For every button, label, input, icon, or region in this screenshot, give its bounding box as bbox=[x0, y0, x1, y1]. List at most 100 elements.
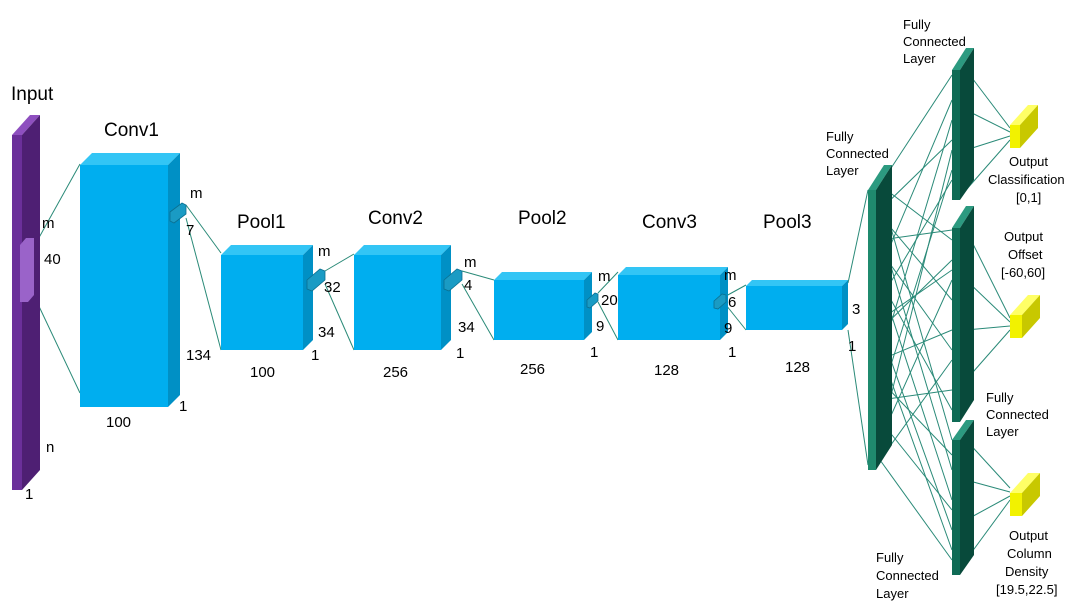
fc-top-line3: Layer bbox=[903, 51, 936, 66]
fc-mid-side bbox=[960, 206, 974, 422]
conv3-title: Conv3 bbox=[642, 212, 697, 233]
pool2-height-label: 9 bbox=[596, 318, 604, 335]
pool3-depth-label: 1 bbox=[848, 338, 856, 355]
conv3-front bbox=[618, 275, 720, 340]
output-density-block bbox=[1010, 473, 1040, 516]
pool2-depth-label: 1 bbox=[590, 344, 598, 361]
fc-bottom-line1: Fully bbox=[876, 550, 904, 565]
fc-mid-line3: Layer bbox=[986, 424, 1019, 439]
pool1-front bbox=[221, 255, 303, 350]
conv1-height-label: 134 bbox=[186, 347, 211, 364]
fc-bottom-line3: Layer bbox=[876, 586, 909, 601]
fc-bottom-front bbox=[952, 440, 960, 575]
conv3-top bbox=[618, 267, 728, 275]
pool3-block bbox=[746, 280, 848, 330]
conv1-front bbox=[80, 165, 168, 407]
conv3-height-label: 9 bbox=[724, 320, 732, 337]
pool1-top bbox=[221, 245, 313, 255]
conv2-width-label: 256 bbox=[383, 364, 408, 381]
output-classification-line2: Classification bbox=[988, 172, 1065, 187]
conv2-depth-label: 1 bbox=[456, 345, 464, 362]
output-classification-block bbox=[1010, 105, 1038, 148]
conv2-front bbox=[354, 255, 441, 350]
conv3-kernel-size-label: 6 bbox=[728, 294, 736, 311]
output-offset-line3: [-60,60] bbox=[1001, 265, 1045, 280]
input-m-label: m bbox=[42, 215, 55, 232]
conv1-side bbox=[168, 153, 180, 407]
output-density-line2: Column bbox=[1007, 546, 1052, 561]
pool2-kernel-size-label: 20 bbox=[601, 292, 618, 309]
pool3-height-label: 3 bbox=[852, 301, 860, 318]
output-offset-line1: Output bbox=[1004, 229, 1043, 244]
output-density-line4: [19.5,22.5] bbox=[996, 582, 1057, 597]
output-classification-line1: Output bbox=[1009, 154, 1048, 169]
fc-bottom-line2: Connected bbox=[876, 568, 939, 583]
input-size-label: 40 bbox=[44, 251, 61, 268]
output-offset-block bbox=[1010, 295, 1040, 338]
conv3-width-label: 128 bbox=[654, 362, 679, 379]
conv1-kernel-size-label: 7 bbox=[186, 222, 194, 239]
fc-top-front bbox=[952, 70, 960, 200]
fc-top-layer bbox=[952, 48, 974, 200]
input-n-label: n bbox=[46, 439, 54, 456]
conv3-kernel-m-label: m bbox=[724, 267, 737, 284]
pool1-block bbox=[221, 245, 325, 350]
fc-main-line1: Fully bbox=[826, 129, 854, 144]
conv2-height-label: 34 bbox=[458, 319, 475, 336]
input-depth-label: 1 bbox=[25, 486, 33, 503]
conv1-title: Conv1 bbox=[104, 120, 159, 141]
pool3-width-label: 128 bbox=[785, 359, 810, 376]
pool1-height-label: 34 bbox=[318, 324, 335, 341]
pool2-front bbox=[494, 280, 584, 340]
pool1-kernel-size-label: 32 bbox=[324, 279, 341, 296]
output-offset-line2: Offset bbox=[1008, 247, 1043, 262]
conv1-depth-label: 1 bbox=[179, 398, 187, 415]
conv1-top bbox=[80, 153, 180, 165]
conv2-side bbox=[441, 245, 451, 350]
conv1-width-label: 100 bbox=[106, 414, 131, 431]
output-density-line3: Density bbox=[1005, 564, 1049, 579]
pool3-title: Pool3 bbox=[763, 212, 812, 233]
fc-main-side bbox=[876, 165, 892, 470]
pool1-width-label: 100 bbox=[250, 364, 275, 381]
fc-main-layer bbox=[868, 165, 892, 470]
input-layer bbox=[12, 115, 40, 490]
conv2-block bbox=[354, 245, 462, 350]
pool2-top bbox=[494, 272, 592, 280]
fc-main-line3: Layer bbox=[826, 163, 859, 178]
fc-bottom-side bbox=[960, 420, 974, 575]
input-window bbox=[20, 238, 34, 302]
fc-mid-layer bbox=[952, 206, 974, 422]
conv2-kernel-size-label: 4 bbox=[464, 277, 472, 294]
pool1-side bbox=[303, 245, 313, 350]
output-offset-front bbox=[1010, 315, 1022, 338]
pool3-side bbox=[842, 280, 848, 330]
output-density-front bbox=[1010, 493, 1022, 516]
output-classification-line3: [0,1] bbox=[1016, 190, 1041, 205]
pool2-width-label: 256 bbox=[520, 361, 545, 378]
conv1-kernel-m-label: m bbox=[190, 185, 203, 202]
pool2-title: Pool2 bbox=[518, 208, 567, 229]
fc-bottom-layer bbox=[952, 420, 974, 575]
output-classification-front bbox=[1010, 125, 1020, 148]
fc-mid-line2: Connected bbox=[986, 407, 1049, 422]
pool2-kernel-m-label: m bbox=[598, 268, 611, 285]
input-layer-front bbox=[12, 135, 22, 490]
fc-top-line2: Connected bbox=[903, 34, 966, 49]
pool1-depth-label: 1 bbox=[311, 347, 319, 364]
pool1-title: Pool1 bbox=[237, 212, 286, 233]
input-title: Input bbox=[11, 84, 54, 105]
conv3-depth-label: 1 bbox=[728, 344, 736, 361]
pool2-block bbox=[494, 272, 598, 340]
input-layer-side bbox=[22, 115, 40, 490]
pool3-top bbox=[746, 280, 848, 286]
conv2-top bbox=[354, 245, 451, 255]
conv1-block bbox=[80, 153, 186, 407]
fc-main-line2: Connected bbox=[826, 146, 889, 161]
fc-mid-front bbox=[952, 228, 960, 422]
conv3-block bbox=[618, 267, 728, 340]
conv2-title: Conv2 bbox=[368, 208, 423, 229]
fc-main-front bbox=[868, 190, 876, 470]
fc-top-line1: Fully bbox=[903, 17, 931, 32]
